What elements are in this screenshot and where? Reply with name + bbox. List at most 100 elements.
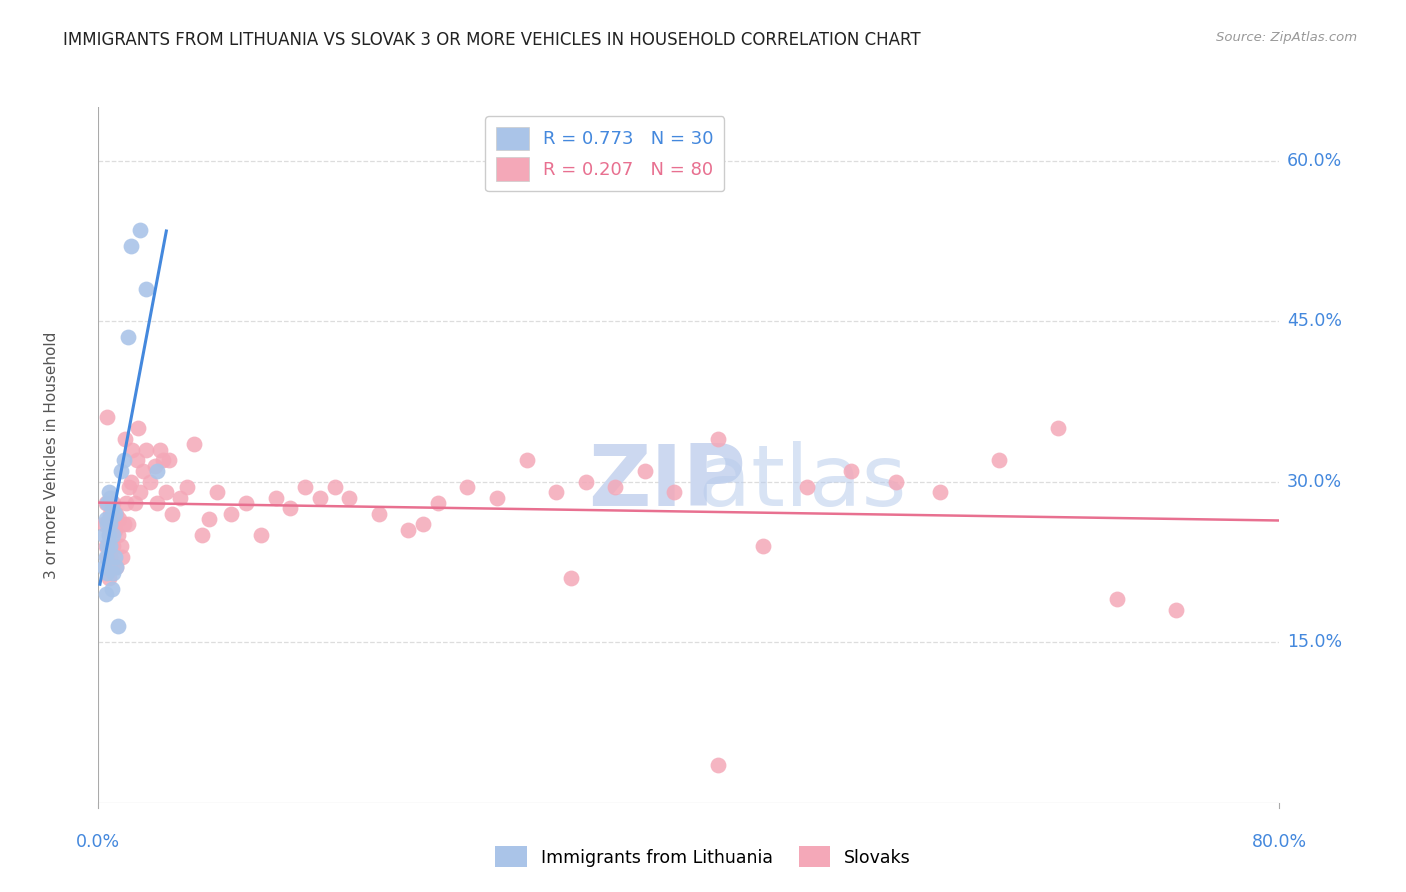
Point (121, 442, 143, 457)
Legend: R = 0.773   N = 30, R = 0.207   N = 80: R = 0.773 N = 30, R = 0.207 N = 80 (485, 116, 724, 192)
Point (96, 566, 118, 580)
Point (751, 539, 773, 553)
Point (1046, 421, 1069, 435)
Point (97, 512, 120, 526)
Point (100, 582, 122, 596)
Point (884, 475, 907, 489)
Point (139, 475, 162, 489)
Point (544, 485, 567, 500)
Point (176, 480, 198, 494)
Point (132, 464, 155, 478)
Text: 3 or more Vehicles in Household: 3 or more Vehicles in Household (44, 331, 59, 579)
Point (97, 528, 120, 542)
Point (98, 549, 121, 564)
Point (94, 496, 117, 510)
Point (135, 282, 157, 296)
Point (928, 485, 950, 500)
Point (1105, 592, 1128, 607)
Point (337, 491, 360, 505)
Point (707, 432, 730, 446)
Point (162, 507, 183, 521)
Point (146, 464, 169, 478)
Point (93, 528, 115, 542)
Point (108, 512, 131, 526)
Point (93, 517, 115, 532)
Text: Source: ZipAtlas.com: Source: ZipAtlas.com (1216, 31, 1357, 45)
Point (104, 549, 127, 564)
Point (110, 539, 132, 553)
Point (152, 453, 174, 467)
Point (115, 496, 138, 510)
Point (103, 566, 125, 580)
Point (127, 421, 149, 435)
Point (107, 619, 129, 633)
Point (149, 442, 172, 457)
Point (94, 539, 117, 553)
Point (100, 517, 122, 532)
Point (97, 485, 120, 500)
Point (169, 491, 191, 505)
Point (486, 491, 509, 505)
Point (1164, 603, 1187, 617)
Point (103, 528, 125, 542)
Point (427, 496, 450, 510)
Point (278, 501, 302, 516)
Point (633, 464, 655, 478)
Point (707, 758, 730, 772)
Point (112, 453, 135, 467)
Point (235, 496, 257, 510)
Point (103, 539, 125, 553)
Point (104, 523, 127, 537)
Point (117, 517, 139, 532)
Point (110, 464, 132, 478)
Point (96, 539, 118, 553)
Text: ZIP: ZIP (589, 442, 747, 524)
Point (198, 512, 221, 526)
Point (105, 560, 128, 574)
Point (96, 517, 118, 532)
Point (515, 453, 537, 467)
Point (98, 491, 121, 505)
Text: atlas: atlas (589, 442, 905, 524)
Point (143, 458, 166, 473)
Text: 45.0%: 45.0% (1286, 312, 1341, 330)
Point (120, 239, 142, 253)
Point (560, 571, 582, 585)
Point (205, 485, 228, 500)
Point (120, 475, 142, 489)
Point (100, 501, 122, 516)
Point (111, 549, 134, 564)
Point (796, 480, 818, 494)
Point (100, 560, 122, 574)
Point (605, 480, 627, 494)
Text: 0.0%: 0.0% (76, 833, 121, 851)
Point (157, 453, 180, 467)
Point (98, 507, 121, 521)
Point (987, 453, 1010, 467)
Point (125, 453, 148, 467)
Text: 30.0%: 30.0% (1286, 473, 1341, 491)
Point (323, 480, 346, 494)
Text: 60.0%: 60.0% (1286, 152, 1343, 169)
Point (574, 475, 596, 489)
Point (396, 523, 419, 537)
Point (219, 507, 242, 521)
Point (368, 507, 391, 521)
Point (94, 549, 117, 564)
Point (96, 496, 118, 510)
Point (183, 437, 205, 451)
Point (107, 528, 129, 542)
Point (98, 517, 121, 532)
Point (128, 223, 150, 237)
Point (105, 560, 128, 574)
Point (118, 480, 141, 494)
Point (839, 464, 862, 478)
Point (128, 485, 150, 500)
Point (96, 410, 118, 425)
Point (124, 496, 146, 510)
Text: 15.0%: 15.0% (1286, 633, 1341, 651)
Point (97, 528, 120, 542)
Point (104, 507, 127, 521)
Point (146, 496, 169, 510)
Point (456, 480, 478, 494)
